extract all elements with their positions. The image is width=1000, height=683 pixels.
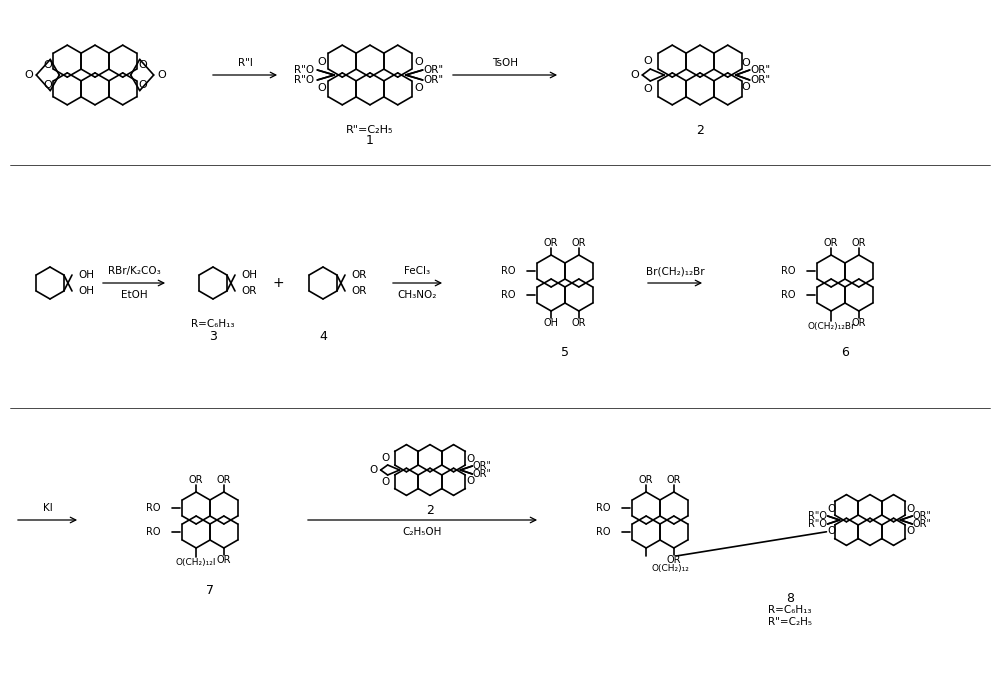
- Text: OR: OR: [824, 238, 838, 248]
- Text: O: O: [828, 526, 836, 536]
- Text: OR": OR": [424, 75, 444, 85]
- Text: TsOH: TsOH: [492, 58, 518, 68]
- Text: R"O: R"O: [808, 511, 827, 521]
- Text: OH: OH: [544, 318, 559, 328]
- Text: OR: OR: [189, 475, 203, 485]
- Text: R"I: R"I: [238, 58, 252, 68]
- Text: RO: RO: [146, 503, 160, 513]
- Text: 7: 7: [206, 583, 214, 596]
- Text: OR": OR": [913, 519, 932, 529]
- Text: R=C₆H₁₃: R=C₆H₁₃: [768, 605, 812, 615]
- Text: OR: OR: [217, 555, 231, 565]
- Text: OR: OR: [544, 238, 558, 248]
- Text: O(CH₂)₁₂: O(CH₂)₁₂: [651, 563, 689, 572]
- Text: CH₃NO₂: CH₃NO₂: [398, 290, 437, 300]
- Text: OR: OR: [852, 318, 866, 328]
- Text: +: +: [272, 276, 284, 290]
- Text: O: O: [414, 57, 423, 67]
- Text: 8: 8: [786, 591, 794, 604]
- Text: O: O: [906, 504, 914, 514]
- Text: O: O: [741, 82, 750, 92]
- Text: RO: RO: [781, 266, 795, 276]
- Text: 4: 4: [319, 331, 327, 344]
- Text: 2: 2: [696, 124, 704, 137]
- Text: 3: 3: [209, 331, 217, 344]
- Text: 2: 2: [426, 504, 434, 517]
- Text: O: O: [43, 60, 52, 70]
- Text: 5: 5: [561, 346, 569, 359]
- Text: OR: OR: [667, 475, 681, 485]
- Text: O: O: [370, 465, 378, 475]
- Text: OR: OR: [351, 270, 366, 280]
- Text: O: O: [630, 70, 639, 80]
- Text: OR": OR": [751, 75, 771, 85]
- Text: O: O: [317, 83, 326, 93]
- Text: O: O: [382, 477, 390, 487]
- Text: KI: KI: [43, 503, 52, 513]
- Text: OH: OH: [78, 270, 94, 280]
- Text: O: O: [828, 504, 836, 514]
- Text: O: O: [906, 526, 914, 536]
- Text: R"O: R"O: [808, 519, 827, 529]
- Text: OR: OR: [241, 286, 256, 296]
- Text: O: O: [43, 80, 52, 89]
- Text: OR": OR": [473, 461, 492, 471]
- Text: RO: RO: [146, 527, 160, 537]
- Text: O: O: [643, 56, 652, 66]
- Text: O: O: [643, 84, 652, 94]
- Text: O: O: [741, 58, 750, 68]
- Text: OR: OR: [351, 286, 366, 296]
- Text: R"=C₂H₅: R"=C₂H₅: [768, 617, 812, 627]
- Text: FeCl₃: FeCl₃: [404, 266, 431, 276]
- Text: OR": OR": [424, 65, 444, 75]
- Text: RO: RO: [596, 527, 610, 537]
- Text: R"O: R"O: [294, 65, 314, 75]
- Text: EtOH: EtOH: [121, 290, 147, 300]
- Text: OR": OR": [913, 511, 932, 521]
- Text: O: O: [466, 476, 474, 486]
- Text: OR: OR: [572, 318, 586, 328]
- Text: RO: RO: [781, 290, 795, 300]
- Text: R"=C₂H₅: R"=C₂H₅: [346, 125, 394, 135]
- Text: 1: 1: [366, 133, 374, 146]
- Text: RBr/K₂CO₃: RBr/K₂CO₃: [108, 266, 160, 276]
- Text: R"O: R"O: [294, 75, 314, 85]
- Text: O(CH₂)₁₂Br: O(CH₂)₁₂Br: [807, 322, 855, 331]
- Text: O(CH₂)₁₂I: O(CH₂)₁₂I: [176, 557, 216, 566]
- Text: O: O: [138, 80, 147, 89]
- Text: OR: OR: [639, 475, 653, 485]
- Text: OR: OR: [572, 238, 586, 248]
- Text: O: O: [382, 453, 390, 463]
- Text: O: O: [138, 60, 147, 70]
- Text: OH: OH: [241, 270, 257, 280]
- Text: OR": OR": [473, 469, 492, 479]
- Text: RO: RO: [501, 266, 515, 276]
- Text: O: O: [414, 83, 423, 93]
- Text: O: O: [24, 70, 33, 80]
- Text: Br(CH₂)₁₂Br: Br(CH₂)₁₂Br: [646, 266, 704, 276]
- Text: O: O: [466, 454, 474, 464]
- Text: O: O: [157, 70, 166, 80]
- Text: OR": OR": [751, 65, 771, 75]
- Text: OR: OR: [667, 555, 681, 565]
- Text: RO: RO: [596, 503, 610, 513]
- Text: OR: OR: [217, 475, 231, 485]
- Text: O: O: [317, 57, 326, 67]
- Text: OR: OR: [852, 238, 866, 248]
- Text: OH: OH: [78, 286, 94, 296]
- Text: R=C₆H₁₃: R=C₆H₁₃: [191, 319, 235, 329]
- Text: RO: RO: [501, 290, 515, 300]
- Text: 6: 6: [841, 346, 849, 359]
- Text: C₂H₅OH: C₂H₅OH: [403, 527, 442, 537]
